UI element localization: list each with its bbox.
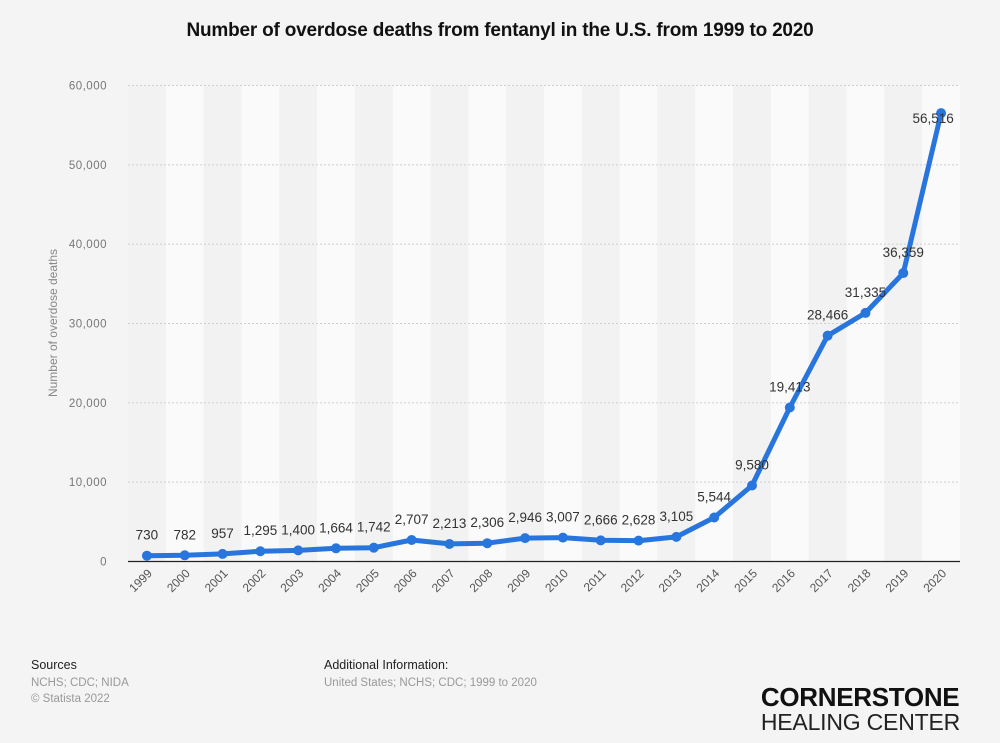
- data-label: 1,295: [243, 523, 277, 538]
- x-tick-label: 2005: [353, 566, 382, 595]
- column-band: [128, 85, 166, 562]
- gridlines: [128, 85, 960, 483]
- data-label: 2,666: [584, 512, 618, 527]
- data-label: 2,213: [433, 516, 467, 531]
- data-label: 730: [136, 528, 159, 543]
- data-point: [557, 532, 568, 543]
- y-tick-label: 40,000: [69, 239, 107, 251]
- x-tick-label: 2009: [504, 566, 533, 595]
- chart-title: Number of overdose deaths from fentanyl …: [186, 20, 814, 41]
- sources-text: NCHS; CDC; NIDA: [31, 677, 129, 689]
- column-band: [884, 85, 923, 562]
- data-label: 19,413: [769, 379, 810, 394]
- data-label: 957: [211, 526, 234, 541]
- x-tick-label: 2016: [769, 566, 798, 595]
- data-point: [255, 546, 266, 557]
- x-tick-label: 2006: [391, 566, 420, 595]
- data-point: [671, 531, 682, 542]
- data-point: [444, 538, 455, 549]
- data-point: [822, 330, 833, 341]
- data-point: [936, 108, 947, 119]
- column-band: [468, 85, 507, 562]
- x-tick-label: 2018: [845, 566, 874, 595]
- x-tick-label: 2015: [731, 566, 760, 595]
- line-chart: 0 10,000 20,000 30,000 40,000 50,000 60,000 Nu…: [46, 81, 960, 595]
- additional-info-heading: Additional Information:: [324, 658, 449, 672]
- x-tick-label: 2001: [202, 566, 231, 595]
- x-axis-ticks: 1999 2000 2001 2002 2003 2004 2005 2006 2007 2008…: [126, 566, 949, 595]
- y-tick-label: 50,000: [69, 160, 107, 172]
- x-tick-label: 2004: [315, 566, 344, 595]
- data-point: [141, 550, 152, 561]
- data-point: [179, 550, 190, 561]
- data-label: 9,580: [735, 457, 769, 472]
- data-label: 1,742: [357, 520, 391, 535]
- y-axis-ticks: 0 10,000 20,000 30,000 40,000 50,000 60,000: [69, 81, 107, 569]
- brand-subtitle: HEALING CENTER: [760, 709, 960, 735]
- data-label: 3,007: [546, 510, 580, 525]
- data-point: [406, 535, 417, 546]
- additional-info-text: United States; NCHS; CDC; 1999 to 2020: [324, 677, 537, 689]
- y-tick-label: 60,000: [69, 81, 107, 93]
- data-point: [331, 543, 341, 554]
- data-label: 1,664: [319, 520, 353, 535]
- data-label: 36,359: [883, 245, 924, 260]
- data-label: 2,946: [508, 510, 542, 525]
- data-label: 782: [173, 527, 196, 542]
- x-tick-label: 2000: [164, 566, 193, 595]
- data-point: [595, 535, 606, 546]
- data-label: 2,628: [622, 513, 656, 528]
- x-tick-label: 2020: [920, 566, 949, 595]
- copyright-link[interactable]: © Statista 2022: [31, 693, 110, 705]
- x-tick-label: 2014: [694, 566, 723, 595]
- data-point: [520, 533, 531, 544]
- data-point: [784, 402, 795, 413]
- sources-heading: Sources: [31, 658, 77, 672]
- data-point: [482, 538, 493, 549]
- data-point: [747, 480, 757, 491]
- data-label: 56,516: [912, 111, 953, 126]
- x-tick-label: 2002: [240, 566, 269, 595]
- data-label: 3,105: [659, 509, 693, 524]
- data-label: 2,306: [470, 515, 504, 530]
- y-tick-label: 0: [100, 557, 107, 569]
- x-tick-label: 1999: [126, 566, 155, 595]
- y-tick-label: 10,000: [69, 477, 107, 489]
- y-tick-label: 30,000: [69, 319, 107, 331]
- data-point: [217, 548, 228, 559]
- data-point: [860, 307, 871, 318]
- brand-name: CORNERSTONE: [760, 682, 960, 712]
- data-points: [141, 108, 947, 561]
- x-tick-label: 2007: [429, 566, 458, 595]
- data-point: [633, 535, 644, 546]
- x-tick-label: 2003: [278, 566, 307, 595]
- series-line: [144, 110, 944, 559]
- data-point: [898, 268, 909, 279]
- data-label: 28,466: [807, 308, 848, 323]
- x-tick-label: 2013: [656, 566, 685, 595]
- data-label: 2,707: [395, 512, 429, 527]
- x-tick-label: 2019: [883, 566, 912, 595]
- data-label: 1,400: [281, 522, 315, 537]
- column-band: [544, 85, 582, 562]
- x-tick-label: 2011: [581, 566, 609, 594]
- x-tick-label: 2010: [542, 566, 571, 595]
- y-axis-label: Number of overdose deaths: [46, 249, 60, 397]
- x-tick-label: 2012: [618, 566, 647, 595]
- y-tick-label: 20,000: [69, 398, 107, 410]
- data-label: 31,335: [845, 285, 886, 300]
- data-point: [293, 545, 304, 556]
- data-point: [709, 512, 720, 523]
- x-tick-label: 2017: [807, 566, 836, 595]
- brand-logo: CORNERSTONE HEALING CENTER: [761, 684, 960, 734]
- data-point: [368, 542, 379, 553]
- data-label: 5,544: [697, 490, 731, 505]
- x-tick-label: 2008: [467, 566, 496, 595]
